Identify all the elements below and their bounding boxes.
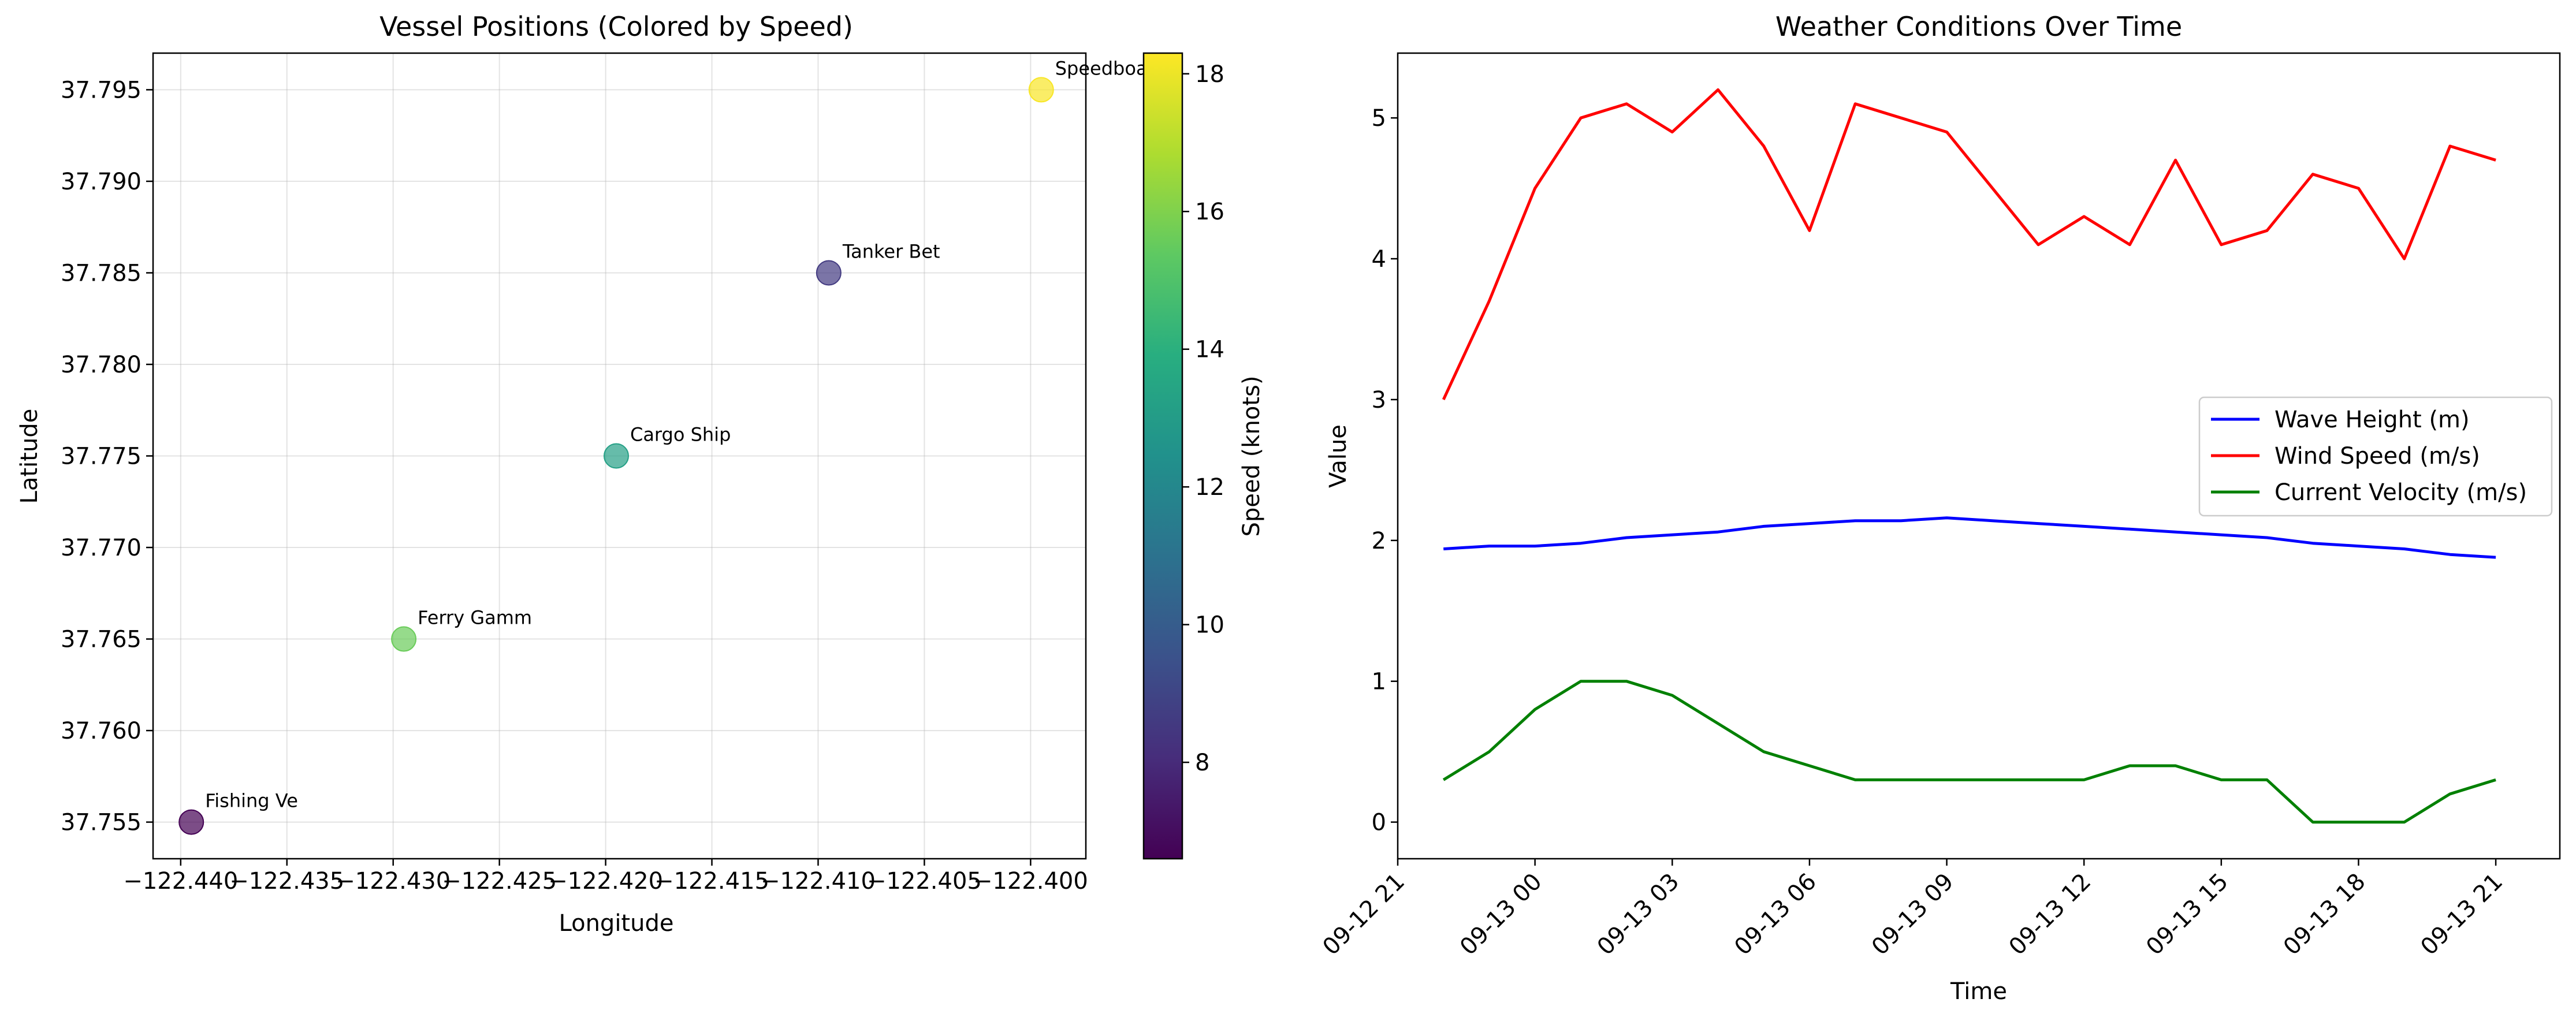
- line-x-label: Time: [1950, 978, 2007, 1005]
- scatter-y-tick-label: 37.795: [61, 77, 142, 103]
- line-x-tick-label: 09-13 12: [2004, 869, 2097, 961]
- colorbar-ticks: 8 10 12 14 16 18: [1182, 61, 1224, 776]
- scatter-x-tick-label: −122.400: [973, 868, 1088, 895]
- line-y-tick-label: 1: [1372, 669, 1386, 695]
- line-y-tick-label: 2: [1372, 528, 1386, 554]
- line-y-tick-label: 5: [1372, 105, 1386, 132]
- line-x-tick-label: 09-13 00: [1455, 869, 1547, 961]
- scatter-x-tick-label: −122.440: [123, 868, 238, 895]
- legend-label: Current Velocity (m/s): [2275, 479, 2527, 506]
- line-y-label: Value: [1325, 424, 1352, 488]
- weather-conditions-chart: 09-12 21 09-13 00 09-13 03 09-13 06 09-13 09…: [1317, 11, 2561, 1005]
- legend-box: [2198, 396, 2553, 517]
- line-title: Weather Conditions Over Time: [1775, 11, 2182, 42]
- vessel-point: [391, 626, 417, 652]
- colorbar-tick-label: 10: [1195, 612, 1224, 639]
- vessel-label: Cargo Ship: [630, 424, 731, 446]
- line-x-tick-label: 09-13 03: [1592, 869, 1685, 961]
- line-y-tick-label: 0: [1372, 810, 1386, 836]
- line-x-tick-label: 09-13 18: [2279, 869, 2371, 961]
- colorbar-tick-label: 16: [1195, 199, 1224, 225]
- legend-label: Wind Speed (m/s): [2275, 443, 2480, 469]
- colorbar-label: Speed (knots): [1238, 376, 1265, 537]
- vessel-label: Fishing Ve: [205, 790, 298, 812]
- line-legend: Wave Height (m) Wind Speed (m/s) Current V…: [2198, 396, 2553, 517]
- scatter-y-tick-label: 37.780: [61, 352, 142, 378]
- scatter-x-label: Longitude: [559, 910, 674, 937]
- line-plot-frame: [1397, 52, 2561, 860]
- scatter-y-tick-label: 37.765: [61, 627, 142, 653]
- vessel-point: [178, 809, 204, 835]
- line-x-tick-label: 09-12 21: [1317, 869, 1410, 961]
- scatter-point-labels: Fishing Ve Ferry Gamm Cargo Ship Tanker Bet…: [205, 57, 1147, 811]
- scatter-title: Vessel Positions (Colored by Speed): [379, 11, 853, 42]
- scatter-x-tick-label: −122.405: [867, 868, 982, 895]
- colorbar-gradient: [1142, 52, 1183, 860]
- line-y-ticks: 0 1 2 3 4 5: [1372, 105, 1398, 836]
- scatter-x-tick-label: −122.420: [548, 868, 663, 895]
- speed-colorbar: 8 10 12 14 16 18 Speed (knots): [1142, 52, 1265, 860]
- scatter-x-ticks: −122.440−122.435−122.430−122.425−122.420…: [123, 859, 1088, 895]
- vessel-label: Tanker Bet: [842, 240, 940, 262]
- scatter-y-ticks: 37.755 37.760 37.765 37.770 37.775 37.780 37.7…: [61, 77, 153, 836]
- scatter-y-tick-label: 37.760: [61, 718, 142, 744]
- line-y-tick-label: 3: [1372, 387, 1386, 413]
- line-x-tick-label: 09-13 21: [2415, 869, 2508, 961]
- legend-items: Wave Height (m) Wind Speed (m/s) Current V…: [2211, 407, 2527, 506]
- scatter-x-tick-label: −122.435: [229, 868, 344, 895]
- series-line: [1442, 88, 2496, 400]
- vessel-point: [816, 260, 842, 286]
- line-x-tick-label: 09-13 06: [1729, 869, 1822, 961]
- series-line: [1443, 516, 2496, 559]
- colorbar-tick-label: 8: [1195, 750, 1209, 776]
- scatter-x-tick-label: −122.415: [654, 868, 769, 895]
- scatter-y-label: Latitude: [16, 409, 43, 504]
- line-x-ticks: 09-12 21 09-13 00 09-13 03 09-13 06 09-13 09…: [1317, 859, 2508, 960]
- scatter-y-tick-label: 37.770: [61, 535, 142, 561]
- vessel-label: Speedboa: [1055, 57, 1148, 79]
- scatter-x-tick-label: −122.430: [336, 868, 451, 895]
- line-x-tick-label: 09-13 15: [2141, 869, 2233, 961]
- legend-label: Wave Height (m): [2275, 407, 2470, 433]
- colorbar-tick-label: 14: [1195, 337, 1224, 363]
- colorbar-tick-label: 18: [1195, 61, 1224, 88]
- series-line: [1442, 680, 2496, 824]
- scatter-y-tick-label: 37.755: [61, 810, 142, 836]
- vessel-point: [603, 443, 629, 469]
- line-x-tick-label: 09-13 09: [1867, 869, 1959, 961]
- colorbar-tick-label: 12: [1195, 474, 1224, 501]
- scatter-x-tick-label: −122.425: [442, 868, 557, 895]
- line-series: [1442, 88, 2496, 824]
- line-y-tick-label: 4: [1372, 246, 1386, 273]
- scatter-points: [178, 77, 1054, 835]
- scatter-y-tick-label: 37.785: [61, 260, 142, 286]
- vessel-point: [1028, 77, 1054, 103]
- scatter-y-tick-label: 37.790: [61, 169, 142, 195]
- vessel-positions-chart: Fishing Ve Ferry Gamm Cargo Ship Tanker Bet…: [16, 11, 1265, 937]
- scatter-x-tick-label: −122.410: [761, 868, 876, 895]
- scatter-y-tick-label: 37.775: [61, 444, 142, 470]
- vessel-label: Ferry Gamm: [418, 607, 532, 629]
